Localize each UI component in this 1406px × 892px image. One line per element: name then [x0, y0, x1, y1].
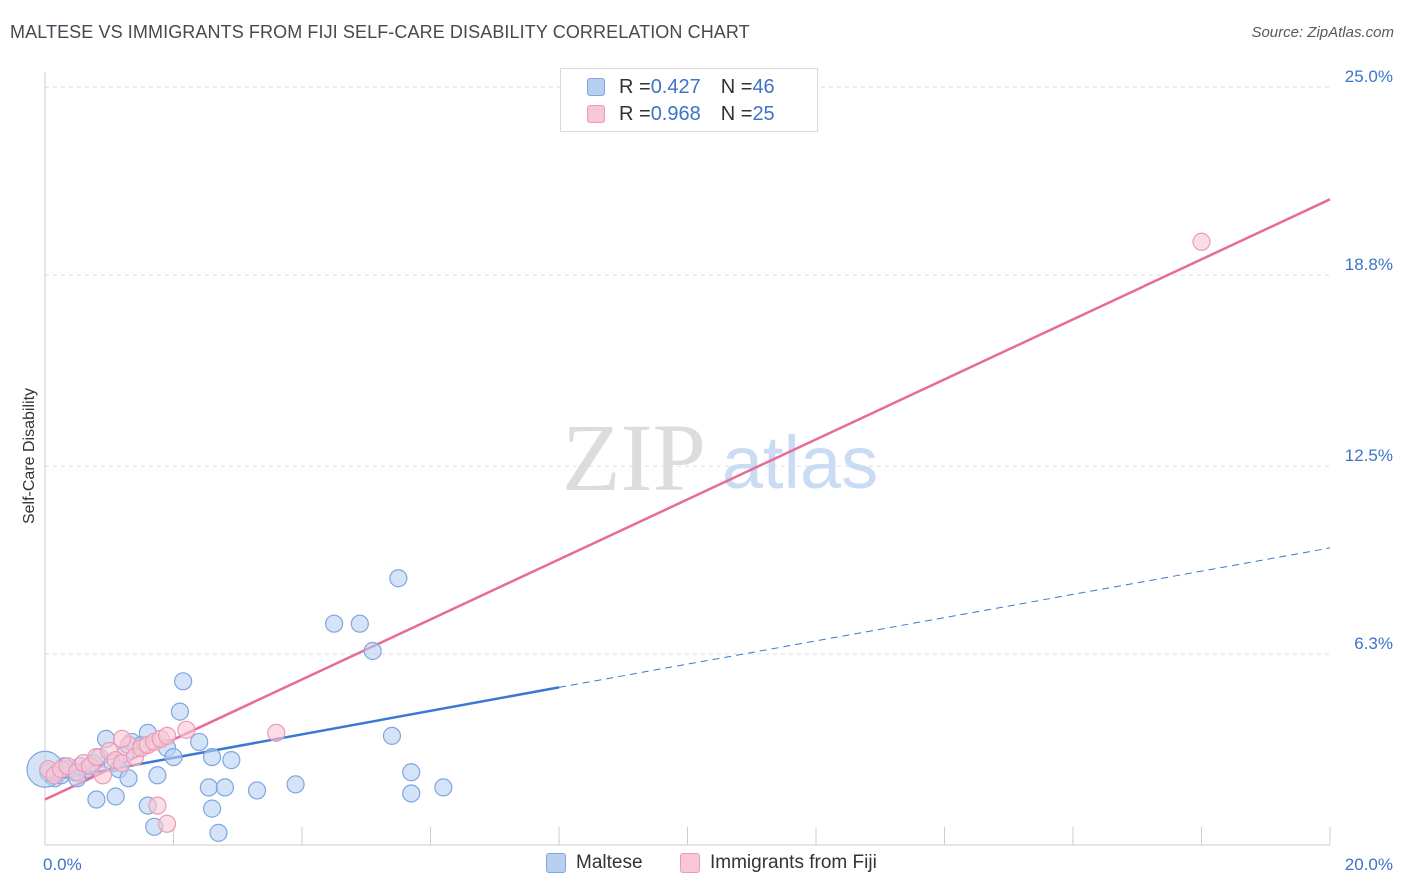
maltese-point — [148, 766, 167, 785]
watermark-atlas: atlas — [722, 421, 878, 504]
bottom-legend-maltese: Maltese — [546, 852, 643, 874]
y-tick-label: 6.3% — [1354, 634, 1393, 653]
watermark-zip: ZIP — [562, 404, 706, 511]
legend-r-label: R = — [619, 102, 651, 125]
maltese-point — [170, 702, 190, 721]
fiji-point — [112, 729, 132, 749]
fiji-point — [93, 766, 112, 785]
maltese-point — [363, 641, 382, 661]
maltese-point — [215, 778, 234, 797]
x-tick-label: 20.0% — [1345, 855, 1393, 874]
maltese-point — [286, 775, 305, 794]
maltese-point — [164, 747, 183, 767]
fiji-point — [1192, 232, 1211, 251]
maltese-point — [199, 778, 218, 797]
y-tick-label: 25.0% — [1345, 67, 1393, 86]
maltese-point — [119, 769, 138, 788]
fiji-point — [157, 814, 177, 833]
bottom-legend-fiji: Immigrants from Fiji — [680, 852, 877, 874]
grid-layer — [45, 86, 1330, 655]
maltese-point — [190, 732, 209, 752]
legend-n-value-fiji: 25 — [752, 102, 775, 125]
legend-n-value-maltese: 46 — [752, 75, 775, 98]
bottom-legend-swatch-maltese — [546, 853, 566, 873]
axis-layer: 6.3% 12.5% 18.8% 25.0% 0.0% 20.0% — [43, 67, 1393, 874]
maltese-point — [202, 799, 222, 818]
bottom-legend-swatch-fiji — [680, 853, 700, 873]
legend-r-label: R = — [619, 75, 651, 98]
fiji-trend-line — [44, 198, 1331, 801]
fiji-point — [267, 723, 286, 742]
maltese-point — [402, 763, 421, 782]
watermark: ZIP atlas — [562, 404, 878, 511]
legend-n-label: N = — [720, 102, 753, 125]
maltese-point — [222, 751, 241, 770]
maltese-point — [350, 614, 369, 633]
maltese-point — [174, 672, 193, 691]
maltese-point — [402, 784, 421, 803]
fiji-point — [157, 726, 177, 745]
fiji-point — [148, 796, 167, 815]
source-label: Source: ZipAtlas.com — [1251, 24, 1394, 41]
y-tick-label: 18.8% — [1345, 255, 1393, 274]
bottom-legend-label-fiji: Immigrants from Fiji — [710, 852, 877, 873]
maltese-point — [382, 726, 402, 745]
maltese-point — [209, 823, 228, 842]
maltese-trend-extension — [558, 547, 1331, 688]
y-tick-label: 12.5% — [1345, 446, 1393, 465]
legend-r-value-maltese: 0.427 — [650, 75, 701, 98]
chart-title: MALTESE VS IMMIGRANTS FROM FIJI SELF-CAR… — [10, 22, 750, 42]
legend-swatch-maltese — [587, 78, 605, 96]
maltese-point — [87, 790, 106, 809]
x-tick-label: 0.0% — [43, 855, 82, 874]
trend-layer — [44, 198, 1331, 801]
legend: R = 0.427 N = 46 R = 0.968 N = 25 — [560, 68, 818, 132]
legend-n-label: N = — [720, 75, 753, 98]
points-layer — [26, 232, 1211, 842]
maltese-point — [106, 787, 125, 806]
bottom-legend-label-maltese: Maltese — [576, 852, 643, 873]
legend-row-maltese: R = 0.427 N = 46 — [587, 75, 775, 99]
maltese-point — [202, 747, 222, 767]
legend-r-value-fiji: 0.968 — [650, 102, 701, 125]
maltese-point — [389, 569, 408, 588]
legend-row-fiji: R = 0.968 N = 25 — [587, 102, 775, 126]
maltese-point — [247, 781, 267, 800]
maltese-point — [325, 614, 344, 633]
legend-swatch-fiji — [587, 105, 605, 123]
maltese-point — [434, 778, 453, 797]
fiji-point — [177, 720, 196, 739]
